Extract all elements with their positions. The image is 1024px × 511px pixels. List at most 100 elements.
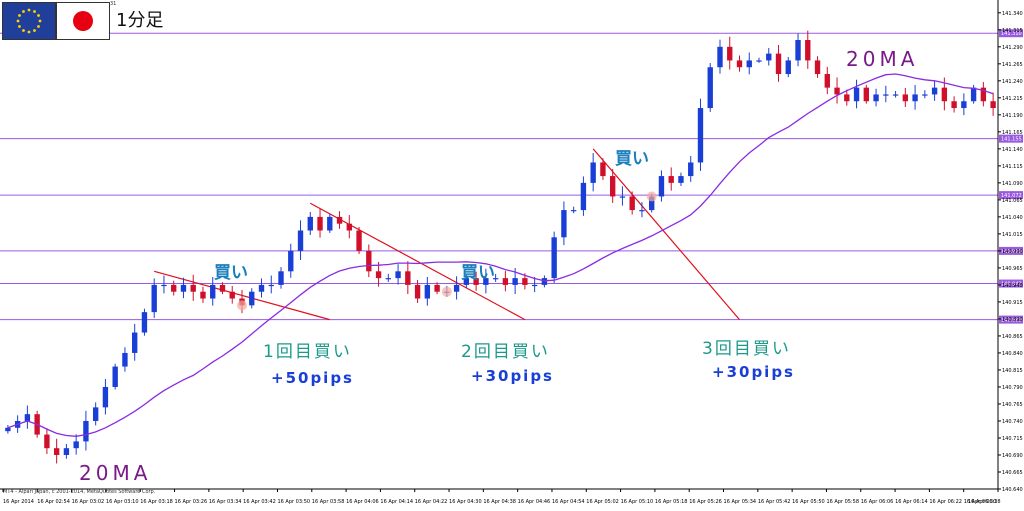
candle-body xyxy=(883,94,889,96)
candle-body xyxy=(53,448,60,455)
candle-body xyxy=(746,60,752,68)
candle-body xyxy=(629,196,635,211)
candle-body xyxy=(590,162,596,183)
y-tick-label: 141.315 xyxy=(1002,28,1023,34)
buy-label-2: 買い xyxy=(461,263,495,283)
candle-body xyxy=(541,278,548,285)
y-tick-label: 141.165 xyxy=(1002,130,1023,136)
trend-line xyxy=(309,202,526,321)
candle-body xyxy=(307,216,313,231)
eu-star-icon xyxy=(38,19,42,23)
ma-label-bottom: 20MA xyxy=(79,461,151,485)
x-tick-label: 16 Apr 06:14 xyxy=(895,499,928,505)
y-tick-label: 141.090 xyxy=(1002,181,1023,187)
candle-body xyxy=(249,291,255,306)
y-tick-label: 140.765 xyxy=(1002,402,1023,408)
x-tick-label: 16 Apr 05:58 xyxy=(826,499,859,505)
x-tick-label: 16 Apr 05:34 xyxy=(724,499,757,505)
x-tick-label: 16 Apr 02:54 xyxy=(37,499,70,505)
y-tick-label: 140.690 xyxy=(1002,453,1023,459)
y-tick-label: 141.040 xyxy=(1002,215,1023,221)
candle-body xyxy=(941,87,948,102)
ma-label-top: 20MA xyxy=(846,47,918,71)
candle-body xyxy=(717,46,723,68)
candle-body xyxy=(863,87,869,102)
timeframe-label: 1分足 xyxy=(116,10,164,31)
candle-body xyxy=(366,250,372,272)
price-axis: 141.340 141.315 141.290 141.265 141.240 141.2… xyxy=(0,0,1023,493)
eu-star-icon xyxy=(33,29,36,32)
y-tick-label: 141.290 xyxy=(1002,45,1023,51)
candle-body xyxy=(336,216,343,224)
candle-body xyxy=(434,284,440,292)
result-2-pips: +30pips xyxy=(471,367,554,385)
x-tick-label: 16 Apr 03:34 xyxy=(209,499,242,505)
trend-line xyxy=(592,148,740,321)
candle-body xyxy=(385,278,392,280)
result-3-pips: +30pips xyxy=(712,363,795,381)
candle-body xyxy=(268,284,274,287)
candle-body xyxy=(190,284,196,292)
candle-body xyxy=(688,162,694,177)
candle-body xyxy=(961,101,967,109)
candle-body xyxy=(483,278,489,285)
candle-body xyxy=(990,101,996,109)
candle-body xyxy=(727,46,733,61)
candle-body xyxy=(756,60,762,62)
x-tick-label: 16 Apr 03:58 xyxy=(312,499,345,505)
candle-body xyxy=(200,291,206,299)
y-tick-label: 141.190 xyxy=(1002,113,1023,119)
y-tick-label: 140.890 xyxy=(1002,317,1023,323)
eu-star-icon xyxy=(18,25,21,28)
x-tick-label: 16 Apr 03:02 xyxy=(72,499,105,505)
candle-body xyxy=(356,230,362,251)
x-tick-label: 16 Apr 06:30 xyxy=(964,499,997,505)
candles xyxy=(5,30,996,464)
x-tick-label: 16 Apr 03:50 xyxy=(277,499,310,505)
candle-body xyxy=(463,278,470,285)
eu-star-icon xyxy=(33,10,36,13)
candle-body xyxy=(805,40,811,61)
y-tick-label: 140.740 xyxy=(1002,419,1023,425)
candle-body xyxy=(892,94,899,96)
price-tag-label: 141.072 xyxy=(1001,193,1022,199)
candle-body xyxy=(970,87,977,102)
y-tick-label: 140.940 xyxy=(1002,283,1023,289)
x-tick-label: 16 Apr 2014 xyxy=(3,499,34,505)
x-tick-label: 16 Apr 04:14 xyxy=(380,499,413,505)
price-tag xyxy=(999,279,1023,288)
candle-body xyxy=(795,40,801,61)
candle-body xyxy=(853,87,860,102)
buy-label-3: 買い xyxy=(615,149,649,169)
japan-flag-icon xyxy=(56,2,110,40)
price-tag xyxy=(999,315,1023,324)
candle-body xyxy=(424,284,431,299)
candle-body xyxy=(122,352,128,367)
x-tick-label: 16 Apr 04:22 xyxy=(415,499,448,505)
candle-body xyxy=(902,94,909,102)
price-tag xyxy=(999,191,1023,200)
candle-body xyxy=(649,196,655,211)
eu-star-icon xyxy=(37,25,40,28)
y-tick-label: 141.215 xyxy=(1002,96,1023,102)
candle-body xyxy=(414,284,421,299)
candle-body xyxy=(814,60,821,75)
candle-body xyxy=(219,284,226,292)
eu-star-icon xyxy=(27,8,31,12)
price-tag xyxy=(999,134,1023,143)
price-tag-label: 141.155 xyxy=(1001,137,1022,143)
x-tick-label: 16 Apr 04:46 xyxy=(518,499,551,505)
candle-body xyxy=(102,386,109,408)
entry-marker xyxy=(441,286,452,297)
candle-body xyxy=(112,366,118,387)
x-tick-label: 16 Apr 06:22 xyxy=(929,499,962,505)
candle-body xyxy=(375,271,382,279)
candle-body xyxy=(697,108,704,163)
candle-body xyxy=(44,434,50,449)
y-tick-label: 141.340 xyxy=(1002,11,1023,17)
candle-body xyxy=(951,101,957,109)
eu-star-icon xyxy=(18,14,21,17)
candle-body xyxy=(570,210,577,212)
